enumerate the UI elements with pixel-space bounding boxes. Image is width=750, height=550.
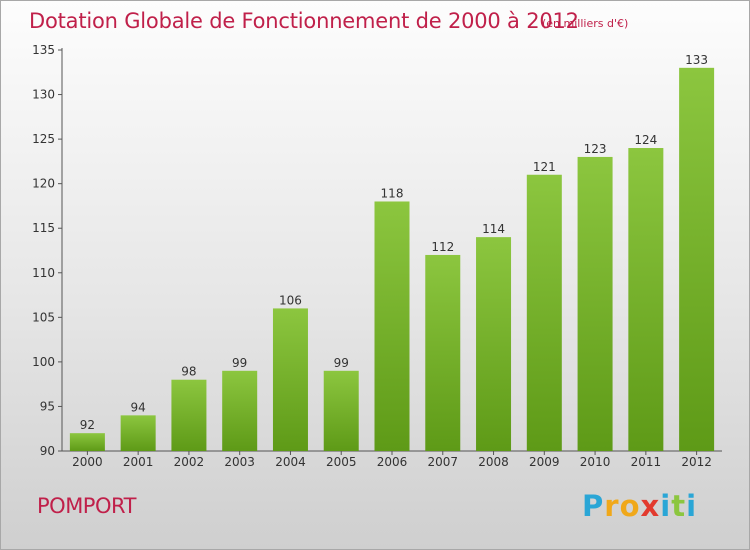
x-tick-label: 2000 [72, 455, 103, 469]
data-label: 118 [381, 186, 404, 200]
x-tick-label: 2009 [529, 455, 560, 469]
chart-title: Dotation Globale de Fonctionnement de 20… [29, 9, 579, 33]
y-tick-label: 100 [32, 355, 55, 369]
data-label: 99 [334, 356, 349, 370]
data-label: 124 [634, 133, 657, 147]
x-tick-label: 2012 [681, 455, 712, 469]
chart-subtitle: (en milliers d'€) [542, 17, 629, 30]
data-label: 99 [232, 356, 247, 370]
bar [577, 156, 613, 451]
data-label: 133 [685, 53, 708, 67]
bar [69, 433, 105, 451]
bar [222, 370, 258, 451]
y-tick-label: 135 [32, 43, 55, 57]
logo-letter: t [671, 489, 687, 523]
logo-letter: i [660, 489, 672, 523]
bar [679, 67, 715, 452]
proxiti-logo: Proxiti [582, 489, 697, 523]
commune-name: POMPORT [37, 494, 136, 518]
x-tick-label: 2004 [275, 455, 306, 469]
x-tick-label: 2011 [631, 455, 662, 469]
logo-letter: P [582, 489, 605, 523]
bar [323, 370, 359, 451]
y-tick-label: 95 [40, 399, 55, 413]
data-label: 94 [131, 400, 146, 414]
logo-letter: o [619, 489, 641, 523]
y-tick-label: 115 [32, 221, 55, 235]
bar [526, 174, 562, 451]
y-tick-label: 130 [32, 88, 55, 102]
bar [171, 379, 207, 451]
x-tick-label: 2003 [224, 455, 255, 469]
data-label: 106 [279, 293, 302, 307]
x-tick-label: 2007 [427, 455, 458, 469]
logo-letter: r [604, 489, 620, 523]
bar [272, 308, 308, 451]
x-tick-label: 2006 [377, 455, 408, 469]
bar [628, 148, 664, 451]
bar [476, 237, 512, 451]
y-tick-label: 105 [32, 310, 55, 324]
logo-letter: i [686, 489, 698, 523]
y-tick-label: 90 [40, 444, 55, 458]
chart-bars [69, 67, 715, 452]
bar [425, 254, 461, 451]
y-tick-label: 125 [32, 132, 55, 146]
x-tick-label: 2001 [123, 455, 154, 469]
data-label: 121 [533, 160, 556, 174]
y-tick-label: 110 [32, 266, 55, 280]
bar [120, 415, 156, 451]
data-label: 98 [181, 365, 196, 379]
x-tick-label: 2005 [326, 455, 357, 469]
data-label: 114 [482, 222, 505, 236]
y-tick-label: 120 [32, 177, 55, 191]
bar [374, 201, 410, 451]
x-tick-label: 2010 [580, 455, 611, 469]
data-label: 112 [431, 240, 454, 254]
chart-labels: 2000 92 2001 94 2002 98 2003 99 2004 106 2005 99 200… [72, 53, 712, 469]
x-tick-label: 2008 [478, 455, 509, 469]
data-label: 123 [584, 142, 607, 156]
logo-letter: x [640, 489, 661, 523]
data-label: 92 [80, 418, 95, 432]
x-tick-label: 2002 [174, 455, 205, 469]
